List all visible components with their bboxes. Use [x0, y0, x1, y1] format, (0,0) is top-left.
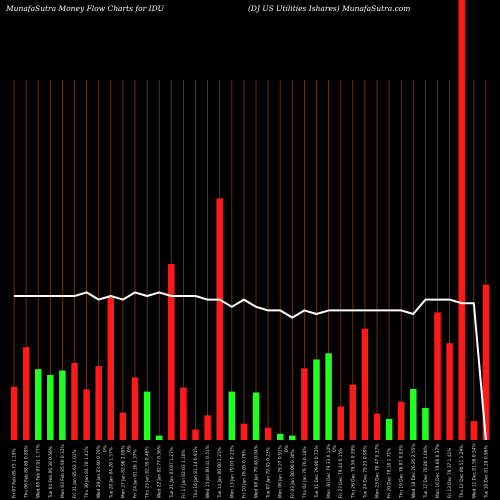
chart-title: MunafaSutra Money Flow Charts for IDU — [6, 4, 164, 13]
x-tick-label: Mon 23 Dec 78.47 0.37% — [375, 444, 381, 498]
x-tick-label: Thu 16 Jan 81.14 0.91% — [193, 446, 199, 499]
bar — [470, 421, 478, 440]
bar — [83, 389, 90, 440]
bar — [313, 359, 320, 440]
price-line — [14, 291, 487, 441]
x-tick-label: Fri 17 Jan 82.03 1.10% — [181, 449, 187, 498]
x-tick-label: Fri 31 Jan 85.63 1.01% — [72, 449, 78, 498]
bar — [192, 429, 199, 440]
grid-lines — [13, 80, 487, 440]
bar — [482, 284, 490, 440]
x-tick-label: Mon 27 Jan 82.96 2.09% — [120, 445, 126, 498]
bar — [216, 198, 223, 440]
bar-series — [10, 0, 490, 440]
zero-marker: 0% — [284, 445, 290, 452]
bar — [422, 407, 429, 440]
bar — [361, 328, 369, 440]
x-tick-label: Wed 18 Dec 76.85 2.55% — [411, 443, 417, 498]
x-tick-label: Fri 07 Feb 89.75 1.19% — [12, 448, 18, 498]
bar — [289, 435, 296, 440]
x-tick-label: Tue 10 Dec 81.28 0.96% — [483, 445, 489, 499]
bar — [168, 264, 175, 440]
x-tick-label: Wed 11 Dec 81.56 0.34% — [471, 443, 477, 498]
x-tick-label: Thu 19 Dec 76.87 0.03% — [399, 445, 405, 499]
bar — [107, 297, 115, 440]
x-tick-label: Wed 05 Feb 87.91 1.77% — [36, 444, 42, 498]
x-tick-label: Tue 21 Jan 83.07 1.27% — [169, 447, 175, 499]
x-tick-labels: Fri 07 Feb 89.75 1.19% Thu 06 Feb 88.69 0… — [12, 443, 490, 499]
x-tick-label: Fri 24 Jan 81.26 1.37% — [133, 449, 139, 498]
zero-marker: 0% — [332, 445, 338, 452]
x-tick-label: Thu 02 Jan 79.76 0.18% — [302, 446, 308, 499]
chart-subtitle: (DJ US Utilities Ishares) MunafaSutra.co… — [248, 4, 411, 13]
price-line-group — [14, 291, 487, 441]
x-tick-label: Wed 22 Jan 82.77 0.36% — [157, 445, 163, 498]
x-tick-label: Tue 31 Dec 79.90 0.72% — [314, 445, 320, 499]
bar — [59, 370, 66, 440]
x-tick-label: Fri 27 Dec 79.44 0.15% — [338, 448, 344, 498]
x-tick-label: Mon 13 Jan 79.03 0.23% — [229, 445, 235, 498]
x-tick-label: Tue 28 Jan 84.26 1.57% — [108, 447, 114, 499]
zero-marker: 0% — [102, 445, 108, 452]
bar — [397, 401, 405, 440]
bar — [47, 374, 54, 440]
bar — [10, 386, 18, 440]
bar — [119, 412, 127, 440]
bar — [410, 388, 417, 440]
x-tick-label: Mon 16 Dec 79.66 0.37% — [435, 444, 441, 498]
x-tick-label: Mon 06 Jan 79.27 0.91% — [278, 445, 284, 498]
bar — [71, 363, 78, 440]
bar — [22, 347, 30, 440]
x-tick-label: Thu 23 Jan 82.39 0.46% — [145, 446, 151, 499]
bar — [34, 369, 42, 440]
bar — [143, 391, 151, 440]
bar — [95, 366, 102, 440]
bar — [276, 433, 284, 440]
x-tick-label: Tue 17 Dec 78.86 1.00% — [423, 445, 429, 499]
x-tick-label: Mon 03 Feb 85.90 0.32% — [60, 444, 66, 498]
bar — [180, 387, 187, 440]
x-tick-label: Wed 08 Jan 79.48 0.04% — [254, 445, 260, 498]
x-tick-label: Thu 30 Jan 84.78 1.41% — [84, 446, 90, 499]
x-tick-label: Tue 24 Dec 79.25 0.99% — [362, 445, 368, 499]
x-tick-label: Wed 29 Jan 83.60 0.79% — [96, 445, 102, 498]
bar — [240, 423, 248, 440]
x-tick-label: Tue 04 Feb 86.38 0.56% — [48, 446, 54, 499]
bar — [434, 312, 441, 440]
bar — [337, 406, 344, 440]
bar — [325, 353, 332, 440]
x-tick-label: Fri 10 Jan 78.85 0.79% — [241, 449, 247, 498]
bar — [204, 415, 211, 440]
bar — [264, 427, 272, 440]
bar — [458, 0, 465, 440]
x-tick-label: Tue 07 Jan 79.45 0.23% — [266, 447, 272, 499]
bar — [252, 392, 260, 440]
x-tick-label: Fri 20 Dec 78.18 1.71% — [387, 448, 393, 498]
x-tick-label: Thu 12 Dec 80.51 1.29% — [459, 445, 465, 499]
x-tick-label: Tue 14 Jan 80.00 1.23% — [217, 447, 223, 499]
bar — [131, 377, 139, 440]
bar — [385, 418, 393, 440]
x-tick-label: Thu 06 Feb 88.69 0.89% — [24, 445, 30, 499]
x-tick-label: Fri 03 Jan 80.00 0.30% — [290, 449, 296, 498]
bar — [228, 391, 236, 440]
x-tick-label: Fri 13 Dec 79.37 1.41% — [447, 448, 453, 498]
x-tick-label: Thu 26 Dec 79.56 0.39% — [350, 445, 356, 499]
bar — [155, 435, 163, 440]
bar — [446, 343, 453, 440]
bar — [349, 384, 357, 440]
x-tick-label: Mon 30 Dec 79.33 0.14% — [326, 444, 332, 498]
bar — [301, 368, 308, 440]
bar — [373, 413, 381, 440]
zero-marker: 0% — [126, 445, 132, 452]
x-tick-label: Wed 15 Jan 80.41 0.51% — [205, 445, 211, 498]
